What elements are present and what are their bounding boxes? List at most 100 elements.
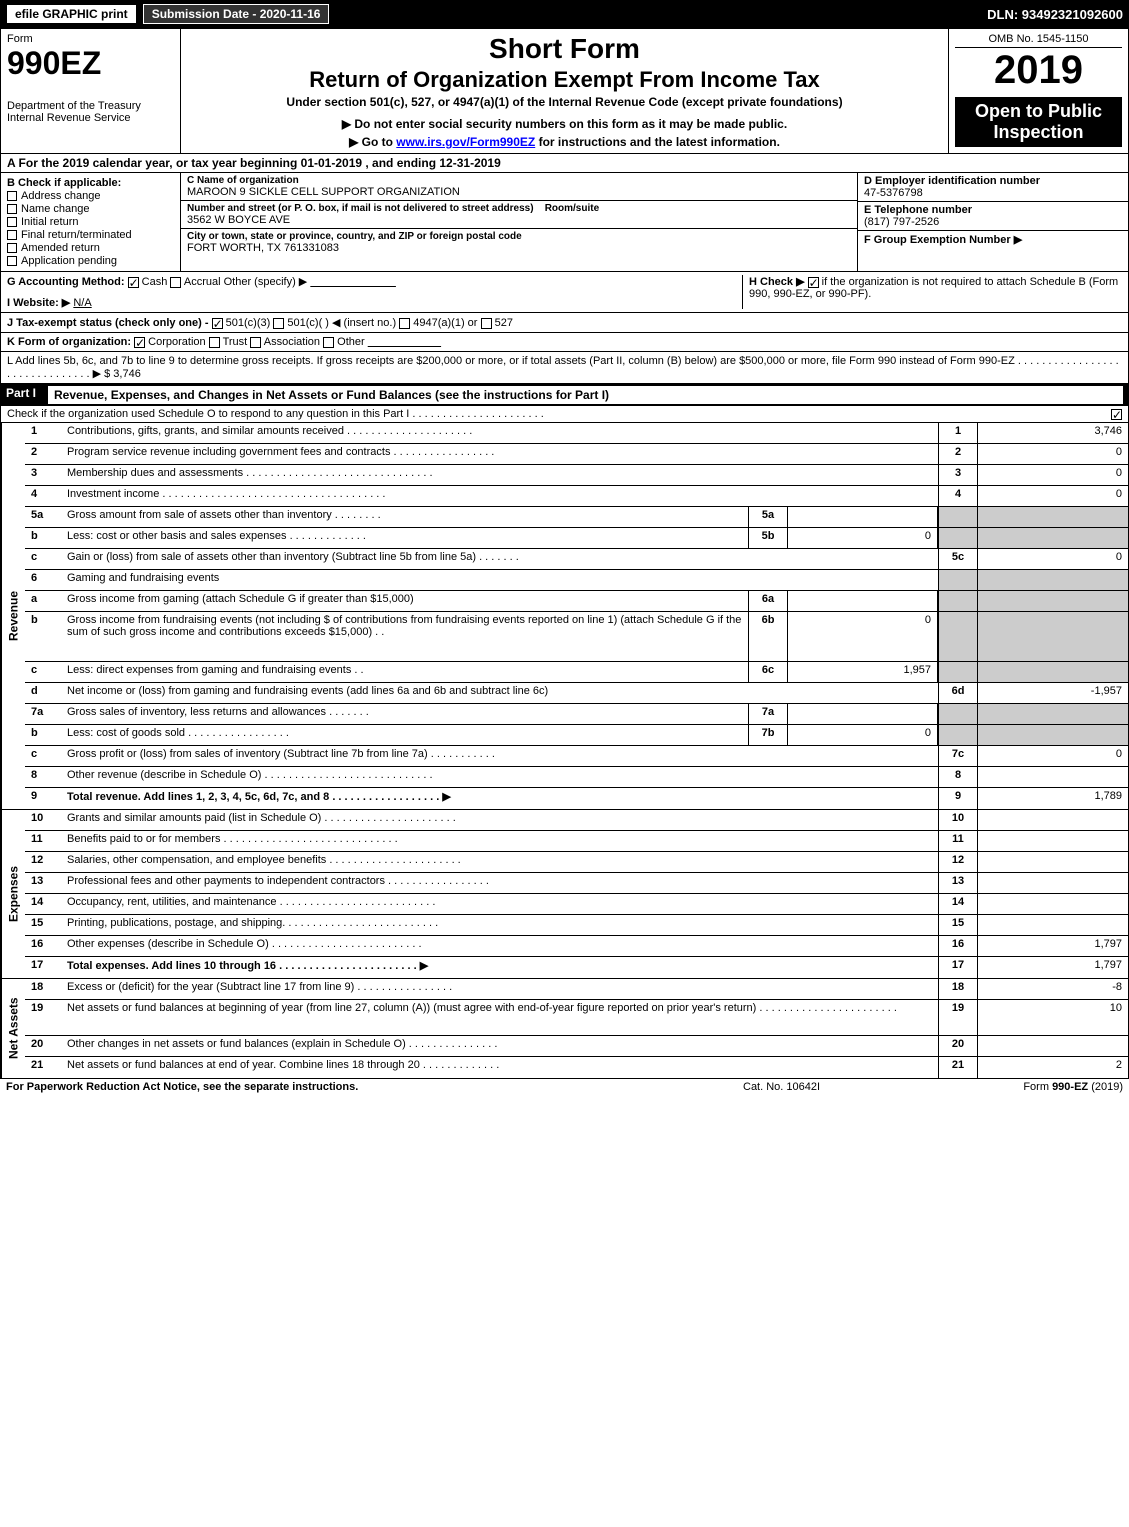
line-5a-val-sh — [978, 507, 1128, 527]
line-6a-val-sh — [978, 591, 1128, 611]
f-group-row: F Group Exemption Number ▶ — [858, 231, 1128, 248]
k-trust: Trust — [223, 336, 248, 348]
line-6c-mnum: 6c — [748, 662, 788, 682]
revenue-section-label: Revenue — [1, 423, 25, 809]
line-8-num: 8 — [25, 767, 61, 787]
line-6-val-sh — [978, 570, 1128, 590]
form-number-block: Form 990EZ Department of the Treasury In… — [1, 29, 181, 153]
c-city-label: City or town, state or province, country… — [187, 231, 851, 242]
line-11-desc: Benefits paid to or for members . . . . … — [61, 831, 938, 851]
g-accounting: G Accounting Method: Cash Accrual Other … — [7, 275, 742, 288]
b-opt-address: Address change — [7, 190, 174, 202]
tax-year-line: A For the 2019 calendar year, or tax yea… — [0, 154, 1129, 173]
line-6a-rnum-sh — [938, 591, 978, 611]
line-17-desc: Total expenses. Add lines 10 through 16 … — [61, 957, 938, 978]
line-6c-val-sh — [978, 662, 1128, 682]
line-7c-num: c — [25, 746, 61, 766]
k-trust-checkbox[interactable] — [209, 337, 220, 348]
line-6a-num: a — [25, 591, 61, 611]
line-14-num: 14 — [25, 894, 61, 914]
line-6-desc: Gaming and fundraising events — [61, 570, 938, 590]
line-7b-mval: 0 — [788, 725, 938, 745]
g-cash-label: Cash — [142, 276, 168, 288]
e-phone-row: E Telephone number (817) 797-2526 — [858, 202, 1128, 231]
line-5c-desc: Gain or (loss) from sale of assets other… — [61, 549, 938, 569]
line-4-num: 4 — [25, 486, 61, 506]
line-6b-val-sh — [978, 612, 1128, 661]
f-label: F Group Exemption Number ▶ — [864, 233, 1122, 246]
line-7a-mnum: 7a — [748, 704, 788, 724]
submission-date-label: Submission Date - 2020-11-16 — [143, 4, 330, 24]
line-21-desc: Net assets or fund balances at end of ye… — [61, 1057, 938, 1078]
line-12-num: 12 — [25, 852, 61, 872]
l-value: $ 3,746 — [104, 368, 141, 380]
line-12-val — [978, 852, 1128, 872]
line-4-val: 0 — [978, 486, 1128, 506]
irs-link-line: ▶ Go to www.irs.gov/Form990EZ for instru… — [187, 135, 942, 149]
line-1-num: 1 — [25, 423, 61, 443]
ssn-notice: ▶ Do not enter social security numbers o… — [187, 117, 942, 131]
j-527-checkbox[interactable] — [481, 318, 492, 329]
b-opt-final: Final return/terminated — [7, 229, 174, 241]
entity-grid: B Check if applicable: Address change Na… — [0, 173, 1129, 272]
k-assoc-checkbox[interactable] — [250, 337, 261, 348]
sched-o-row: Check if the organization used Schedule … — [0, 406, 1129, 423]
line-table: Revenue 1Contributions, gifts, grants, a… — [0, 423, 1129, 1079]
c-name-row: C Name of organization MAROON 9 SICKLE C… — [181, 173, 857, 201]
line-16-rnum: 16 — [938, 936, 978, 956]
k-corp-checkbox[interactable] — [134, 337, 145, 348]
i-label: I Website: ▶ — [7, 297, 70, 309]
line-6a-mval — [788, 591, 938, 611]
j-501c3-checkbox[interactable] — [212, 318, 223, 329]
line-6d-num: d — [25, 683, 61, 703]
c-city-row: City or town, state or province, country… — [181, 229, 857, 256]
sched-o-checkbox[interactable] — [1111, 409, 1122, 420]
open-to-public: Open to Public Inspection — [955, 97, 1122, 147]
i-website: I Website: ▶ N/A — [7, 296, 742, 309]
line-7a-rnum-sh — [938, 704, 978, 724]
line-18-num: 18 — [25, 979, 61, 999]
line-2-val: 0 — [978, 444, 1128, 464]
j-4947-checkbox[interactable] — [399, 318, 410, 329]
g-other-label: Other (specify) ▶ — [224, 276, 308, 288]
h-label: H Check ▶ — [749, 276, 805, 288]
k-other-checkbox[interactable] — [323, 337, 334, 348]
line-9-val: 1,789 — [978, 788, 1128, 809]
line-8-desc: Other revenue (describe in Schedule O) .… — [61, 767, 938, 787]
line-11-val — [978, 831, 1128, 851]
line-5a-num: 5a — [25, 507, 61, 527]
g-cash-checkbox[interactable] — [128, 277, 139, 288]
dln-label: DLN: 93492321092600 — [987, 7, 1123, 22]
line-6b-desc: Gross income from fundraising events (no… — [61, 612, 748, 661]
line-14-desc: Occupancy, rent, utilities, and maintena… — [61, 894, 938, 914]
line-5c-rnum: 5c — [938, 549, 978, 569]
line-7c-rnum: 7c — [938, 746, 978, 766]
line-16-desc: Other expenses (describe in Schedule O) … — [61, 936, 938, 956]
line-5b-num: b — [25, 528, 61, 548]
h-schedule-b: H Check ▶ if the organization is not req… — [742, 275, 1122, 309]
line-17-num: 17 — [25, 957, 61, 978]
line-20-desc: Other changes in net assets or fund bala… — [61, 1036, 938, 1056]
form-year-block: OMB No. 1545-1150 2019 Open to Public In… — [948, 29, 1128, 153]
line-8-val — [978, 767, 1128, 787]
j-501c-checkbox[interactable] — [273, 318, 284, 329]
line-5c-num: c — [25, 549, 61, 569]
line-15-num: 15 — [25, 915, 61, 935]
line-18-rnum: 18 — [938, 979, 978, 999]
line-17-val: 1,797 — [978, 957, 1128, 978]
line-9-rnum: 9 — [938, 788, 978, 809]
b-opt-initial: Initial return — [7, 216, 174, 228]
irs-link[interactable]: www.irs.gov/Form990EZ — [396, 135, 535, 149]
line-8-rnum: 8 — [938, 767, 978, 787]
line-6-rnum-sh — [938, 570, 978, 590]
b-label: B Check if applicable: — [7, 177, 174, 189]
g-accrual-checkbox[interactable] — [170, 277, 181, 288]
efile-print-button[interactable]: efile GRAPHIC print — [6, 4, 137, 24]
h-checkbox[interactable] — [808, 277, 819, 288]
line-3-desc: Membership dues and assessments . . . . … — [61, 465, 938, 485]
line-1-val: 3,746 — [978, 423, 1128, 443]
line-21-num: 21 — [25, 1057, 61, 1078]
k-corp: Corporation — [148, 336, 205, 348]
line-6b-mval: 0 — [788, 612, 938, 661]
line-2-rnum: 2 — [938, 444, 978, 464]
